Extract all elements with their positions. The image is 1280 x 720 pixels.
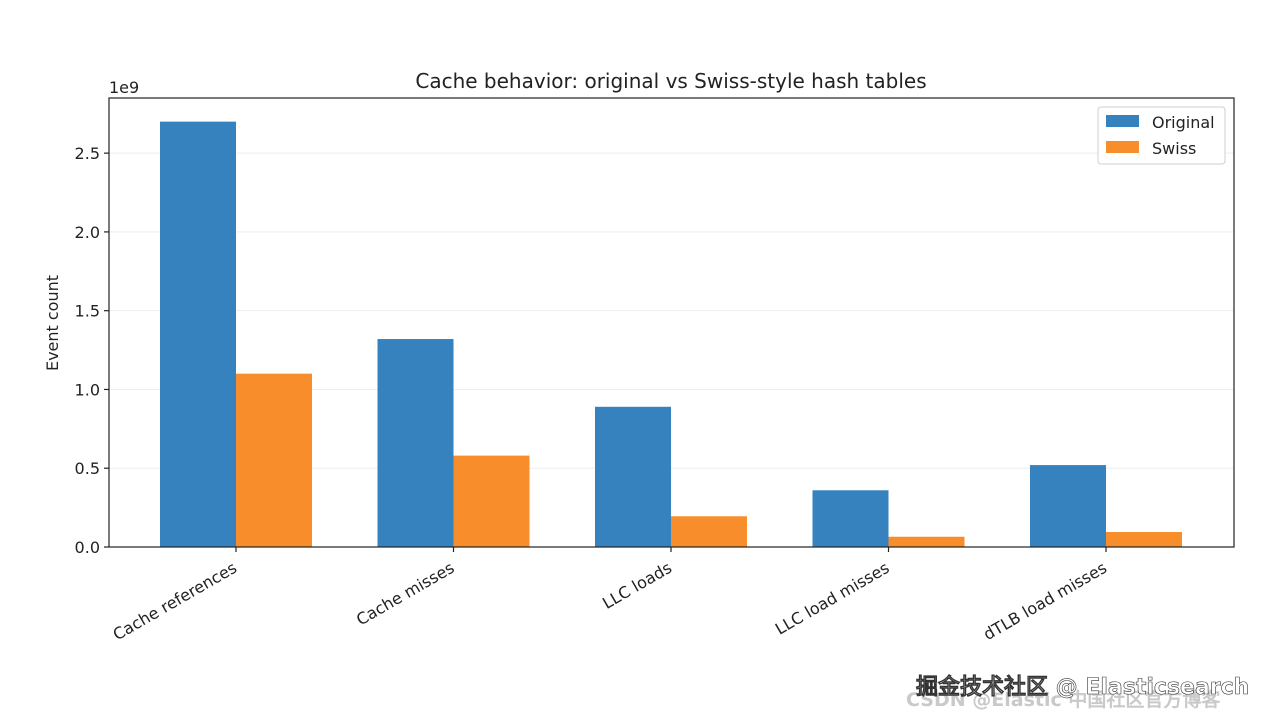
x-tick-label: Cache references <box>110 558 240 644</box>
watermark-line-secondary: CSDN @Elastic 中国社区官方博客 <box>906 688 1221 711</box>
x-tick-label: dTLB load misses <box>980 558 1110 644</box>
bar-swiss-4 <box>888 536 965 547</box>
y-axis: 0.0 0.5 1.0 1.5 2.0 2.5 <box>75 144 109 557</box>
bar-original-5 <box>1030 465 1106 547</box>
x-tick-label: LLC loads <box>599 558 675 613</box>
watermark-line-primary: 掘金技术社区 @ Elasticsearch <box>916 674 1249 700</box>
legend-swatch-original <box>1106 115 1139 127</box>
legend-label-swiss: Swiss <box>1152 139 1196 158</box>
bar-swiss-5 <box>1106 532 1182 547</box>
y-tick-label: 1.0 <box>75 380 100 399</box>
legend: Original Swiss <box>1097 106 1226 165</box>
bar-original-3 <box>595 406 671 547</box>
y-offset-label: 1e9 <box>109 78 139 97</box>
bar-original-2 <box>377 339 454 547</box>
y-tick-label: 0.0 <box>75 538 100 557</box>
bar-swiss-3 <box>671 516 747 547</box>
bar-swiss-1 <box>236 373 312 547</box>
y-axis-label: Event count <box>43 275 62 371</box>
bars <box>160 121 1182 547</box>
y-tick-label: 2.0 <box>75 223 100 242</box>
legend-swatch-swiss <box>1106 141 1139 153</box>
bar-original-1 <box>160 121 236 547</box>
legend-label-original: Original <box>1152 113 1215 132</box>
y-tick-label: 0.5 <box>75 459 100 478</box>
watermark: CSDN @Elastic 中国社区官方博客 掘金技术社区 @ Elastics… <box>906 674 1250 711</box>
chart-title: Cache behavior: original vs Swiss-style … <box>415 69 926 93</box>
x-tick-label: LLC load misses <box>772 558 893 639</box>
x-axis: Cache references Cache misses LLC loads LLC… <box>110 547 1110 644</box>
y-tick-label: 2.5 <box>75 144 100 163</box>
bar-swiss-2 <box>453 455 530 547</box>
y-tick-label: 1.5 <box>75 302 100 321</box>
x-tick-label: Cache misses <box>353 558 458 629</box>
bar-original-4 <box>812 490 889 547</box>
